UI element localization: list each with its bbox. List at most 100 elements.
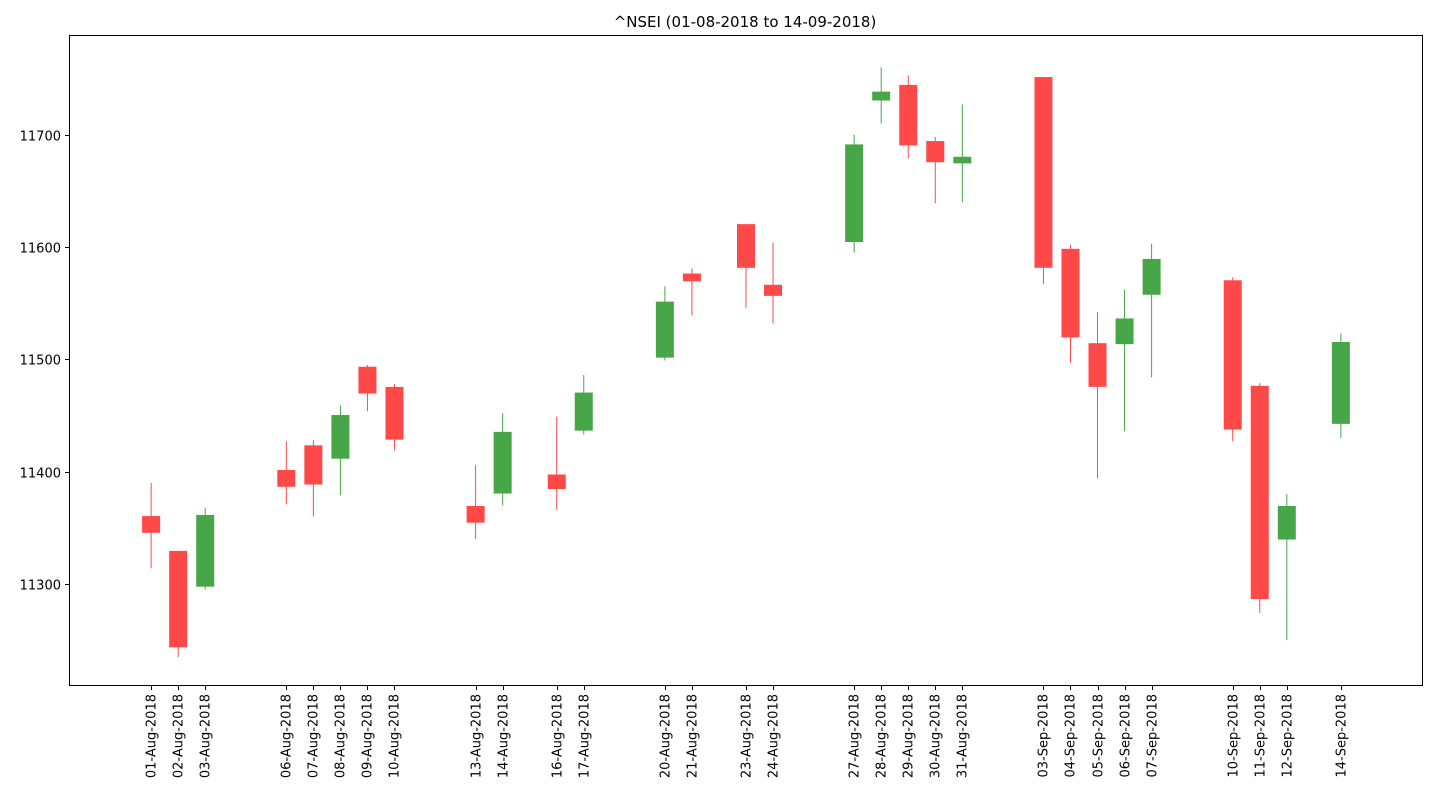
candle: [1034, 77, 1053, 285]
candle-body: [1223, 280, 1242, 430]
x-tick-label: 01-Aug-2018: [145, 694, 160, 778]
candle-body: [764, 284, 783, 296]
x-tick-label: 03-Sep-2018: [1037, 694, 1052, 778]
x-tick-label: 02-Aug-2018: [172, 694, 187, 778]
x-tick-label: 27-Aug-2018: [848, 694, 863, 778]
candle-body: [277, 470, 296, 487]
x-tick-label: 10-Sep-2018: [1227, 694, 1242, 778]
x-tick-label: 14-Aug-2018: [497, 694, 512, 778]
candle-body: [196, 514, 215, 587]
candle-body: [682, 273, 701, 282]
x-tick-label: 21-Aug-2018: [686, 694, 701, 778]
candle: [1142, 243, 1161, 378]
candle: [1088, 312, 1107, 479]
candle-body: [1088, 343, 1107, 387]
candle-body: [142, 516, 161, 533]
candle-body: [1115, 318, 1134, 345]
candle-body: [1142, 258, 1161, 295]
candle-body: [737, 224, 755, 268]
candle: [953, 104, 972, 203]
candle: [331, 405, 350, 496]
candle: [1277, 494, 1296, 641]
candle-body: [466, 505, 485, 523]
x-tick-label: 11-Sep-2018: [1254, 694, 1269, 778]
candle-body: [385, 386, 404, 440]
x-tick-label: 28-Aug-2018: [875, 694, 890, 778]
candle-body: [953, 156, 972, 164]
candle: [385, 384, 404, 451]
candle-body: [1061, 248, 1080, 338]
x-tick-label: 12-Sep-2018: [1281, 694, 1296, 778]
candle: [682, 268, 701, 316]
candle: [304, 440, 323, 517]
x-tick-label: 05-Sep-2018: [1092, 694, 1107, 778]
x-tick-label: 03-Aug-2018: [199, 694, 214, 778]
candle: [872, 67, 891, 124]
candle-body: [169, 550, 188, 648]
plot-frame: [69, 35, 1423, 686]
candle: [1061, 244, 1080, 363]
candle: [737, 224, 755, 308]
x-tick-label: 06-Sep-2018: [1119, 694, 1134, 778]
candle: [466, 464, 485, 540]
candle: [845, 134, 864, 253]
candle-body: [872, 91, 891, 101]
x-tick-label: 13-Aug-2018: [470, 694, 485, 778]
candle-body: [926, 141, 945, 163]
candle: [1331, 333, 1350, 438]
x-tick-label: 07-Sep-2018: [1146, 694, 1161, 778]
candle: [547, 416, 566, 510]
candle-body: [547, 474, 566, 490]
candle-body: [1331, 342, 1350, 424]
x-axis: 01-Aug-2018 02-Aug-2018 03-Aug-2018 06-Aug-…: [145, 685, 1350, 778]
candle: [1115, 289, 1134, 432]
candle-body: [899, 84, 918, 146]
x-tick-label: 16-Aug-2018: [551, 694, 566, 778]
x-tick-label: 06-Aug-2018: [280, 694, 295, 778]
candle-body: [845, 144, 864, 242]
candle-body: [1277, 505, 1296, 540]
candle: [493, 413, 512, 506]
candle: [574, 375, 593, 435]
x-tick-label: 20-Aug-2018: [659, 694, 674, 778]
x-tick-label: 10-Aug-2018: [388, 694, 403, 778]
candle: [169, 550, 188, 657]
candles-layer: [142, 67, 1350, 657]
candle: [1223, 277, 1242, 442]
x-tick-label: 31-Aug-2018: [956, 694, 971, 778]
y-tick-label: 11400: [20, 467, 61, 482]
candle: [655, 286, 674, 361]
candle-body: [331, 415, 350, 459]
x-tick-label: 29-Aug-2018: [902, 694, 917, 778]
y-tick-label: 11600: [20, 242, 61, 257]
y-tick-label: 11500: [20, 354, 61, 369]
x-tick-label: 24-Aug-2018: [767, 694, 782, 778]
x-tick-label: 14-Sep-2018: [1335, 694, 1350, 778]
candle-body: [358, 366, 377, 394]
candle: [1250, 382, 1269, 614]
y-tick-label: 11700: [20, 130, 61, 145]
x-tick-label: 09-Aug-2018: [361, 694, 376, 778]
candle: [899, 75, 918, 159]
candle: [277, 441, 296, 505]
candle: [196, 507, 215, 590]
candle-body: [574, 392, 593, 431]
candle-body: [304, 445, 323, 485]
candle-body: [1250, 385, 1269, 600]
x-tick-label: 08-Aug-2018: [334, 694, 349, 778]
chart-title: ^NSEI (01-08-2018 to 14-09-2018): [614, 13, 877, 31]
x-tick-label: 17-Aug-2018: [578, 694, 593, 778]
x-tick-label: 04-Sep-2018: [1064, 694, 1079, 778]
candle: [142, 482, 161, 569]
x-tick-label: 07-Aug-2018: [307, 694, 322, 778]
y-axis: 11300 11400 11500 11600 11700: [20, 130, 70, 594]
candle: [926, 137, 945, 204]
candle-body: [655, 301, 674, 358]
y-tick-label: 11300: [20, 579, 61, 594]
x-tick-label: 23-Aug-2018: [740, 694, 755, 778]
candle-body: [1034, 77, 1053, 268]
x-tick-label: 30-Aug-2018: [929, 694, 944, 778]
candle: [764, 242, 783, 324]
